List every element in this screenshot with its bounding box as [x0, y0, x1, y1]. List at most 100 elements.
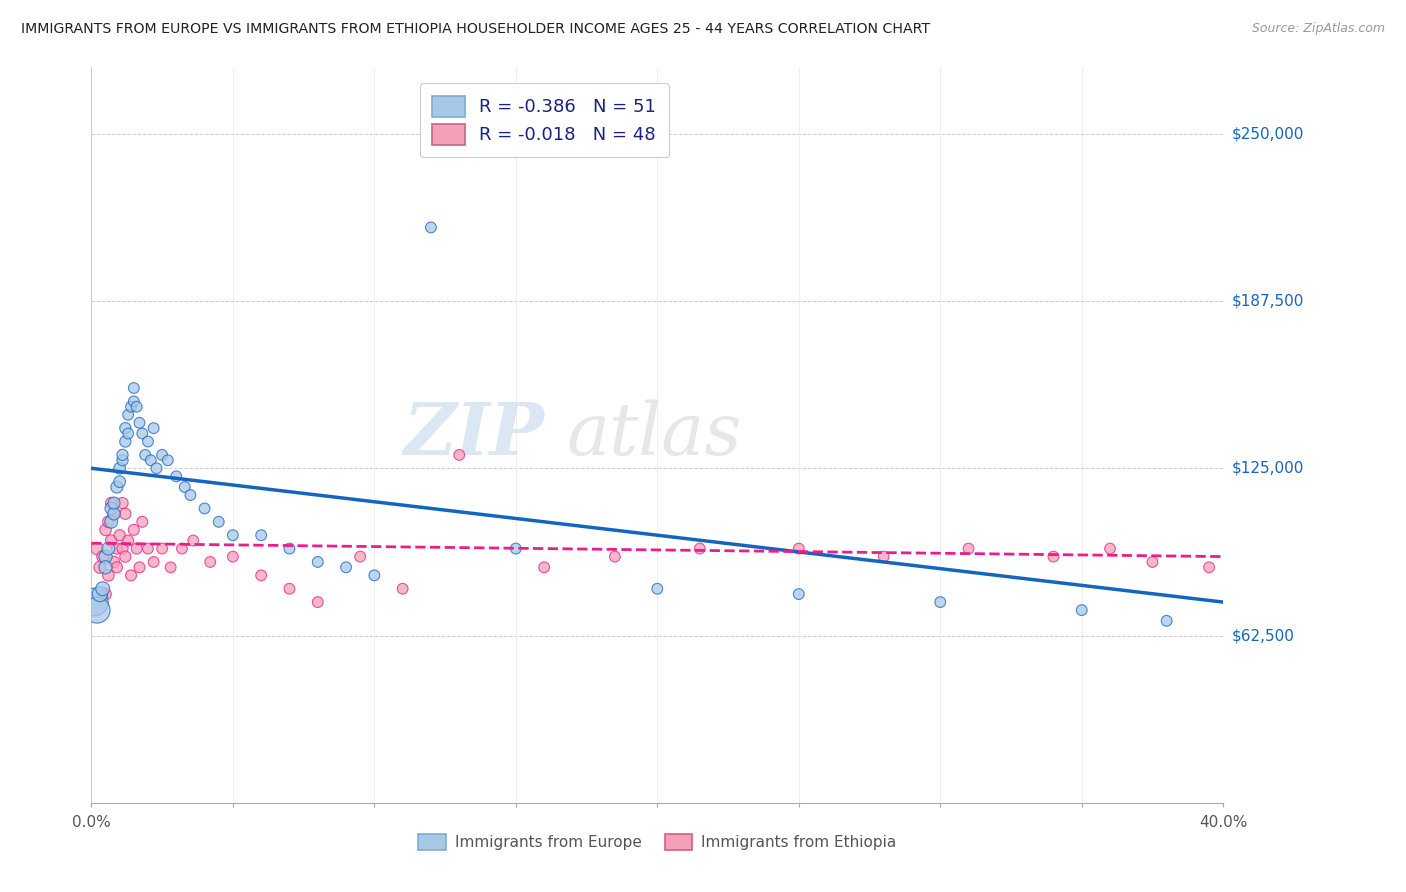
Point [97, 568, 120, 582]
Point [1070, 603, 1092, 617]
Point [449, 448, 471, 462]
Point [145, 461, 167, 475]
Point [181, 533, 204, 548]
Point [111, 541, 134, 556]
Text: $187,500: $187,500 [1232, 293, 1305, 309]
Point [150, 541, 173, 556]
Point [159, 560, 181, 574]
Point [139, 453, 162, 467]
Point [108, 528, 131, 542]
Point [1156, 614, 1178, 628]
Point [117, 426, 139, 441]
Legend: Immigrants from Europe, Immigrants from Ethiopia: Immigrants from Europe, Immigrants from … [411, 827, 904, 858]
Point [250, 528, 273, 542]
Point [1098, 541, 1121, 556]
Point [156, 453, 179, 467]
Point [173, 480, 195, 494]
Text: $62,500: $62,500 [1232, 628, 1295, 643]
Point [142, 555, 165, 569]
Point [94, 587, 117, 601]
Point [193, 501, 217, 516]
Point [349, 549, 371, 564]
Point [533, 560, 555, 574]
Point [787, 587, 810, 601]
Point [100, 533, 122, 548]
Point [128, 560, 150, 574]
Point [307, 595, 329, 609]
Point [100, 496, 122, 510]
Point [117, 533, 139, 548]
Point [111, 453, 134, 467]
Point [122, 394, 145, 409]
Point [1042, 549, 1064, 564]
Point [120, 568, 142, 582]
Point [114, 421, 136, 435]
Point [170, 541, 193, 556]
Point [929, 595, 952, 609]
Point [94, 523, 117, 537]
Point [872, 549, 894, 564]
Point [136, 434, 159, 449]
Text: ZIP: ZIP [404, 400, 544, 470]
Point [505, 541, 527, 556]
Point [165, 469, 187, 483]
Point [117, 408, 139, 422]
Point [114, 507, 136, 521]
Text: IMMIGRANTS FROM EUROPE VS IMMIGRANTS FROM ETHIOPIA HOUSEHOLDER INCOME AGES 25 - : IMMIGRANTS FROM EUROPE VS IMMIGRANTS FRO… [21, 22, 931, 37]
Point [787, 541, 810, 556]
Point [108, 461, 131, 475]
Point [278, 582, 301, 596]
Point [83, 595, 105, 609]
Text: $125,000: $125,000 [1232, 461, 1305, 475]
Point [957, 541, 980, 556]
Point [125, 400, 148, 414]
Point [105, 480, 128, 494]
Point [131, 515, 153, 529]
Point [1142, 555, 1164, 569]
Point [100, 501, 122, 516]
Point [86, 603, 108, 617]
Point [335, 560, 357, 574]
Point [103, 496, 125, 510]
Point [89, 587, 111, 601]
Point [97, 541, 120, 556]
Point [1198, 560, 1220, 574]
Point [150, 448, 173, 462]
Point [108, 475, 131, 489]
Point [100, 515, 122, 529]
Point [278, 541, 301, 556]
Point [645, 582, 668, 596]
Point [363, 568, 385, 582]
Text: Source: ZipAtlas.com: Source: ZipAtlas.com [1251, 22, 1385, 36]
Point [689, 541, 711, 556]
Point [179, 488, 201, 502]
Point [114, 434, 136, 449]
Point [142, 421, 165, 435]
Point [222, 549, 245, 564]
Point [111, 496, 134, 510]
Point [114, 549, 136, 564]
Point [103, 555, 125, 569]
Point [91, 549, 114, 564]
Point [419, 220, 441, 235]
Point [91, 582, 114, 596]
Point [136, 541, 159, 556]
Point [97, 515, 120, 529]
Point [94, 560, 117, 574]
Point [134, 448, 156, 462]
Point [89, 560, 111, 574]
Point [125, 541, 148, 556]
Text: atlas: atlas [567, 400, 742, 470]
Point [103, 507, 125, 521]
Point [111, 448, 134, 462]
Point [131, 426, 153, 441]
Point [307, 555, 329, 569]
Point [120, 400, 142, 414]
Point [105, 560, 128, 574]
Point [200, 555, 222, 569]
Point [122, 523, 145, 537]
Point [122, 381, 145, 395]
Text: $250,000: $250,000 [1232, 127, 1305, 141]
Point [222, 528, 245, 542]
Point [603, 549, 626, 564]
